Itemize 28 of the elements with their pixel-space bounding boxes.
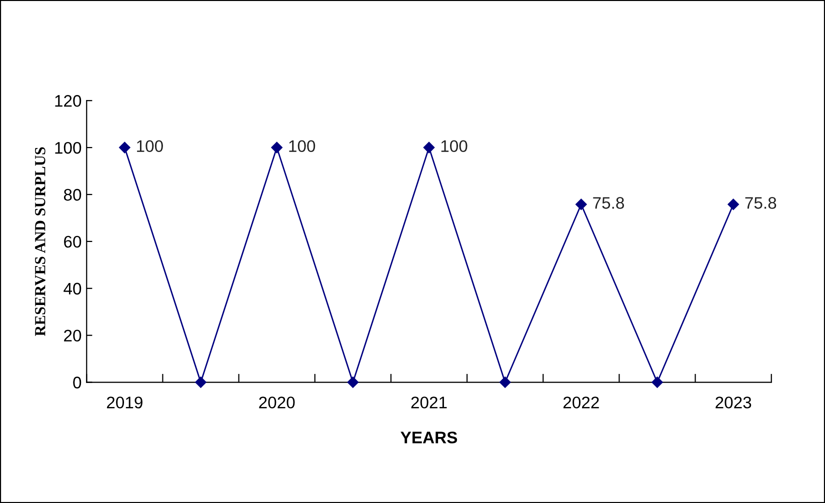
data-label: 75.8	[593, 197, 624, 209]
x-axis-title: YEARS	[400, 432, 458, 444]
y-tick-label: 40	[64, 282, 82, 295]
data-label: 100	[137, 140, 163, 152]
data-label: 100	[289, 140, 316, 152]
y-tick-label: 20	[64, 330, 82, 342]
x-tick-label: 2019	[106, 396, 142, 408]
x-tick-label: 2021	[411, 396, 447, 408]
point	[423, 142, 435, 154]
point	[119, 142, 130, 154]
y-axis-title: RESERVES AND SURPLUS	[35, 147, 46, 336]
data-label: 100	[441, 140, 468, 152]
point	[271, 142, 282, 154]
point	[652, 376, 663, 388]
point	[347, 376, 359, 388]
y-tick-label: 120	[55, 95, 82, 107]
point	[728, 198, 739, 210]
point	[195, 376, 206, 388]
point	[499, 376, 511, 388]
point	[576, 198, 587, 210]
x-tick-label: 2023	[716, 396, 752, 408]
y-tick-label: 60	[64, 236, 82, 248]
y-tick-label: 0	[73, 376, 82, 388]
y-tick-label: 100	[55, 142, 82, 154]
y-tick-label: 80	[64, 188, 82, 201]
x-tick-label: 2022	[563, 396, 599, 408]
x-tick-label: 2020	[259, 396, 295, 408]
data-label: 75.8	[745, 197, 776, 209]
